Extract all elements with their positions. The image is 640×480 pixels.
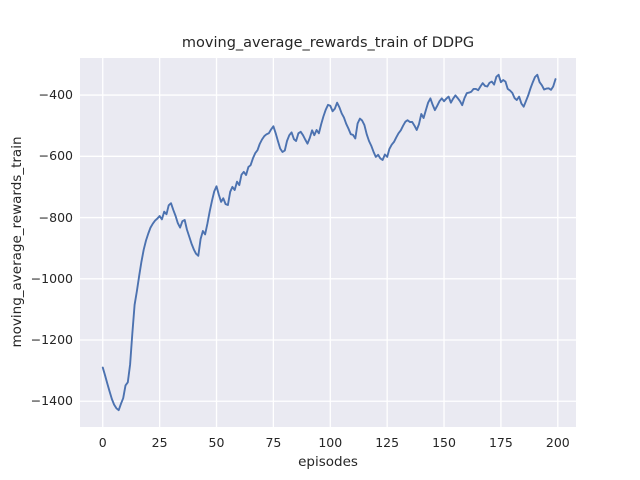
y-tick-label: −400 [38, 87, 73, 103]
x-tick-label: 50 [208, 435, 225, 450]
x-tick-label: 200 [545, 435, 570, 450]
x-axis-label: episodes [298, 454, 358, 470]
y-tick-label: −1400 [30, 393, 73, 409]
reward-line-series [101, 73, 557, 412]
x-tick-label: 150 [432, 435, 456, 450]
y-tick-label: −1200 [30, 332, 73, 348]
x-tick-label: 100 [318, 435, 343, 450]
y-axis-label: moving_average_rewards_train [9, 136, 25, 348]
plot-panel [80, 58, 576, 427]
y-tick-label: −800 [38, 209, 73, 225]
x-tick-label: 0 [98, 435, 107, 450]
x-tick-label: 25 [151, 435, 168, 450]
x-tick-label: 175 [488, 435, 513, 450]
chart-title: moving_average_rewards_train of DDPG [181, 35, 475, 51]
y-tick-label: −600 [38, 148, 73, 164]
x-tick-label: 125 [375, 435, 400, 450]
x-tick-label: 75 [265, 435, 282, 450]
y-tick-label: −1000 [30, 270, 73, 286]
